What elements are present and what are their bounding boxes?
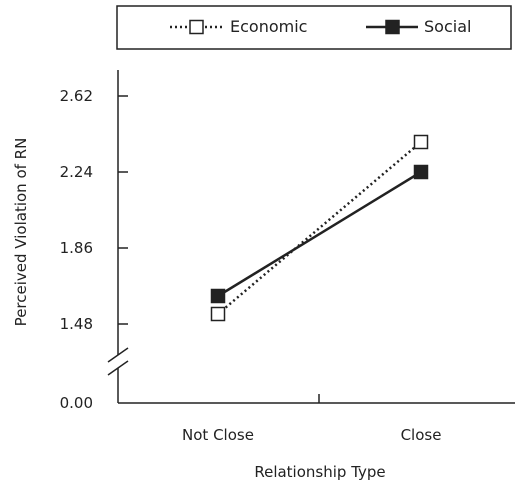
x-tick-label: Not Close [182,426,254,444]
legend: Economic Social [116,5,512,50]
y-axis-title: Perceived Violation of RN [12,138,30,327]
y-tick-label: 0.00 [60,394,93,412]
data-point-social [210,288,226,304]
legend-economic-marker [189,19,204,35]
x-axis-title: Relationship Type [254,463,385,481]
x-tick-label: Close [401,426,442,444]
y-ticks: 2.62 2.24 1.86 1.48 0.00 [60,87,128,412]
data-point-economic [413,134,429,150]
axes [107,70,515,404]
data-point-economic [210,306,226,322]
y-tick-label: 1.86 [60,239,93,257]
y-tick-label: 1.48 [60,315,93,333]
legend-box [116,5,512,50]
y-tick-label: 2.62 [60,87,93,105]
legend-social-label: Social [424,17,471,36]
x-ticks: Not Close Close [182,426,441,444]
axis-break-mark-2 [107,360,129,376]
y-tick-label: 2.24 [60,163,93,181]
legend-social-marker [385,19,400,35]
series-layer [210,134,429,322]
axis-break-mark-1 [107,347,129,363]
data-point-social [413,164,429,180]
series-line-social [217,170,422,298]
legend-economic-label: Economic [230,17,307,36]
series-line-economic [217,141,422,315]
